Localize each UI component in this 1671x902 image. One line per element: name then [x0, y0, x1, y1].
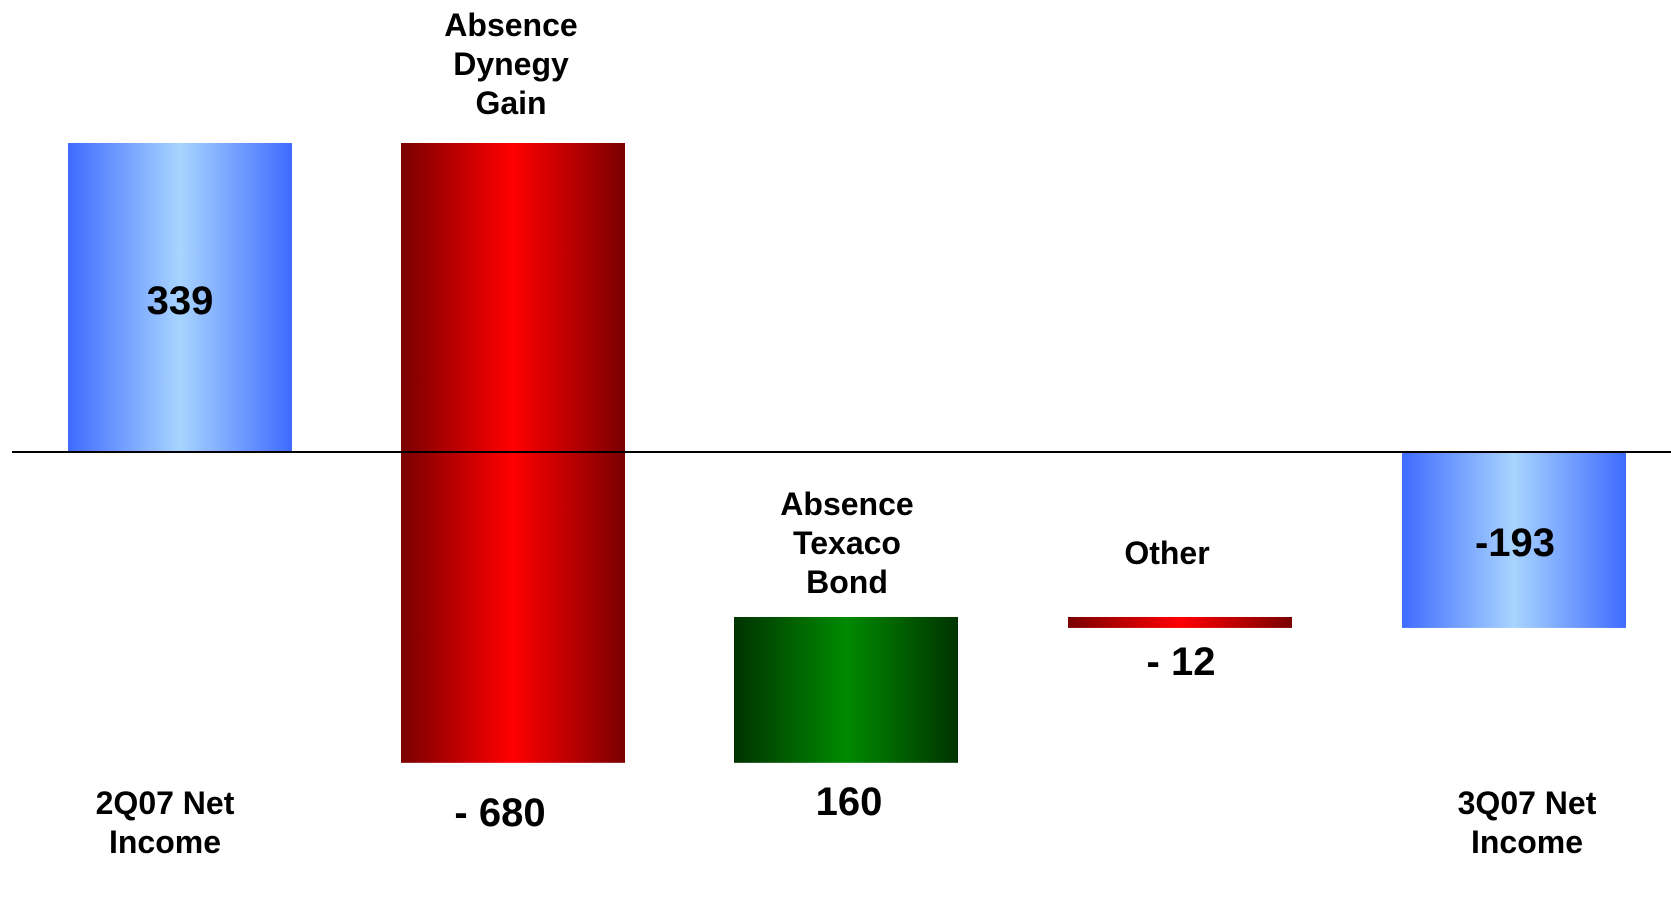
category-label-line: Income [109, 824, 221, 860]
category-label-line: Bond [806, 564, 888, 600]
value-label-2: - 680 [454, 791, 545, 835]
bar-1 [68, 143, 292, 452]
value-label-5: -193 [1475, 521, 1555, 565]
bar-5 [1402, 452, 1626, 628]
category-label-1: 2Q07 Net Income [96, 785, 235, 860]
category-label-line: Income [1471, 824, 1583, 860]
bar-4 [1068, 616, 1292, 628]
category-label-4: Other [1124, 535, 1209, 571]
category-label-line: Texaco [793, 525, 901, 561]
category-label-3: Absence Texaco Bond [780, 486, 913, 600]
value-label-3: 160 [816, 780, 883, 824]
category-label-line: 3Q07 Net [1458, 785, 1597, 821]
bar-3 [734, 616, 958, 763]
category-label-line: Absence [780, 486, 913, 522]
category-label-line: Other [1124, 535, 1209, 571]
category-label-line: Dynegy [453, 46, 569, 82]
category-label-5: 3Q07 Net Income [1458, 785, 1597, 860]
category-label-line: Absence [444, 7, 577, 43]
category-label-2: Absence Dynegy Gain [444, 7, 577, 121]
value-label-4: - 12 [1147, 640, 1216, 684]
value-label-1: 339 [147, 279, 214, 323]
category-label-line: Gain [475, 85, 546, 121]
category-label-line: 2Q07 Net [96, 785, 235, 821]
